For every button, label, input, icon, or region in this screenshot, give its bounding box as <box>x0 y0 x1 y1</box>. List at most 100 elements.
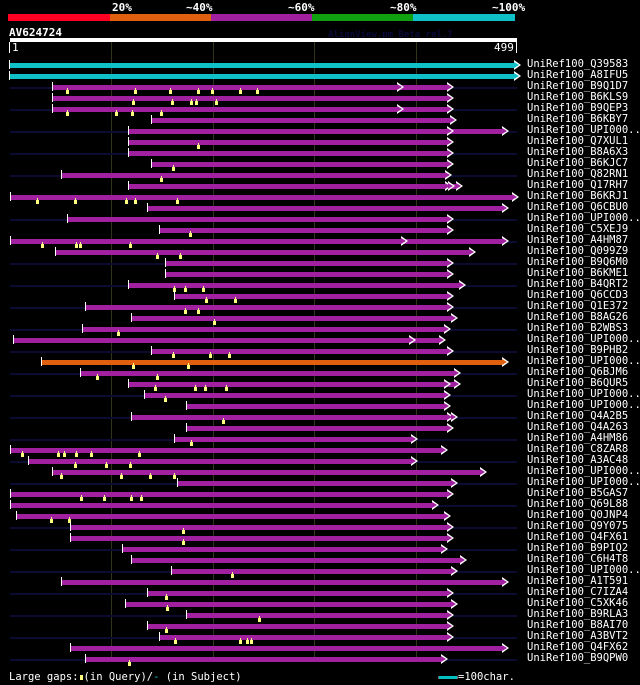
hit-label[interactable]: UniRef100_B2WBS3 <box>527 322 629 334</box>
hit-row[interactable]: UniRef100_UPI000.. <box>0 399 640 412</box>
hit-row[interactable]: UniRef100_B6KRJ1 <box>0 190 640 204</box>
hit-label[interactable]: UniRef100_A4HM87 <box>527 234 629 246</box>
hit-label[interactable]: UniRef100_Q6BJM6 <box>527 366 629 378</box>
hit-alignment-bar[interactable] <box>187 404 447 409</box>
hit-row[interactable]: UniRef100_Q4FX61 <box>0 531 640 545</box>
hit-alignment-bar[interactable] <box>126 602 454 607</box>
hit-label[interactable]: UniRef100_Q6CBU0 <box>527 201 629 213</box>
hit-row[interactable]: UniRef100_UPI000.. <box>0 355 640 369</box>
hit-row[interactable]: UniRef100_Q0JNP4 <box>0 509 640 523</box>
hit-label[interactable]: UniRef100_B6KRJ1 <box>527 190 629 202</box>
hit-row[interactable]: UniRef100_Q6BJM6 <box>0 366 640 380</box>
hit-alignment-bar[interactable] <box>132 316 454 321</box>
hit-row[interactable]: UniRef100_Q1E372 <box>0 300 640 314</box>
hit-label[interactable]: UniRef100_B9QEP3 <box>527 102 629 114</box>
hit-row[interactable]: UniRef100_B6KBY7 <box>0 113 640 126</box>
hit-row[interactable]: UniRef100_UPI000.. <box>0 333 640 346</box>
hit-alignment-bar[interactable] <box>129 283 463 288</box>
hit-row[interactable]: UniRef100_C6H4T8 <box>0 553 640 566</box>
hit-label[interactable]: UniRef100_B9QPW0 <box>527 652 629 664</box>
hit-alignment-bar[interactable] <box>159 635 450 640</box>
hit-alignment-bar[interactable] <box>61 580 505 585</box>
hit-row[interactable]: UniRef100_B9Q1D7 <box>0 80 640 94</box>
hit-alignment-bar[interactable] <box>129 184 459 189</box>
hit-row[interactable]: UniRef100_C5XEJ9 <box>0 223 640 237</box>
hit-label[interactable]: UniRef100_Q4A2B5 <box>527 410 629 422</box>
hit-row[interactable]: UniRef100_Q4FX62 <box>0 641 640 654</box>
hit-alignment-bar[interactable] <box>159 228 450 233</box>
hit-alignment-bar[interactable] <box>11 503 435 508</box>
hit-row[interactable]: UniRef100_Q9Y075 <box>0 520 640 534</box>
hit-alignment-bar[interactable] <box>10 74 517 79</box>
hit-row[interactable]: UniRef100_A3BVT2 <box>0 630 640 644</box>
hit-row[interactable]: UniRef100_UPI000.. <box>0 212 640 225</box>
hit-label[interactable]: UniRef100_Q4A263 <box>527 421 629 433</box>
hit-alignment-bar[interactable] <box>41 360 505 365</box>
hit-label[interactable]: UniRef100_A1T591 <box>527 575 629 587</box>
hit-alignment-bar[interactable] <box>187 426 450 431</box>
hit-row[interactable]: UniRef100_Q6CCD3 <box>0 289 640 303</box>
hit-label[interactable]: UniRef100_C5XK46 <box>527 597 629 609</box>
hit-label[interactable]: UniRef100_B8A6X3 <box>527 146 629 158</box>
hit-alignment-bar[interactable] <box>132 415 454 420</box>
hit-row[interactable]: UniRef100_Q69L88 <box>0 498 640 511</box>
hit-alignment-bar[interactable] <box>165 261 450 266</box>
hit-label[interactable]: UniRef100_Q39583 <box>527 58 629 70</box>
hit-label[interactable]: UniRef100_C6H4T8 <box>527 553 629 565</box>
hit-alignment-bar[interactable] <box>145 393 447 398</box>
hit-row[interactable]: UniRef100_Q6CBU0 <box>0 201 640 214</box>
hit-row[interactable]: UniRef100_UPI000.. <box>0 476 640 489</box>
hit-label[interactable]: UniRef100_B6KME1 <box>527 267 629 279</box>
hit-label[interactable]: UniRef100_Q69L88 <box>527 498 629 510</box>
hit-row[interactable]: UniRef100_UPI000.. <box>0 388 640 402</box>
hit-row[interactable]: UniRef100_UPI000.. <box>0 564 640 578</box>
hit-alignment-bar[interactable] <box>174 294 450 299</box>
hit-row[interactable]: UniRef100_C8ZAR8 <box>0 443 640 457</box>
hit-row[interactable]: UniRef100_Q39583 <box>0 58 640 71</box>
hit-alignment-bar[interactable] <box>187 613 450 618</box>
hit-label[interactable]: UniRef100_UPI000.. <box>527 476 640 488</box>
hit-row[interactable]: UniRef100_A3AC48 <box>0 454 640 468</box>
hit-label[interactable]: UniRef100_B5GAS7 <box>527 487 629 499</box>
hit-alignment-bar[interactable] <box>11 239 505 244</box>
hit-alignment-bar[interactable] <box>86 305 450 310</box>
hit-label[interactable]: UniRef100_C8ZAR8 <box>527 443 629 455</box>
hit-alignment-bar[interactable] <box>151 118 453 123</box>
hit-alignment-bar[interactable] <box>52 96 450 101</box>
hit-label[interactable]: UniRef100_B4QRT2 <box>527 278 629 290</box>
hit-row[interactable]: UniRef100_C7IZA4 <box>0 586 640 600</box>
hit-label[interactable]: UniRef100_Q0JNP4 <box>527 509 629 521</box>
hit-row[interactable]: UniRef100_B2WBS3 <box>0 322 640 336</box>
hit-label[interactable]: UniRef100_B6KJC7 <box>527 157 629 169</box>
hit-label[interactable]: UniRef100_UPI000.. <box>527 333 640 345</box>
hit-alignment-bar[interactable] <box>52 85 450 90</box>
hit-alignment-bar[interactable] <box>148 591 450 596</box>
hit-row[interactable]: UniRef100_A4HM86 <box>0 432 640 446</box>
hit-label[interactable]: UniRef100_UPI000.. <box>527 355 640 367</box>
hit-label[interactable]: UniRef100_UPI000.. <box>527 465 640 477</box>
hit-alignment-bar[interactable] <box>17 514 447 519</box>
hit-row[interactable]: UniRef100_B5GAS7 <box>0 487 640 501</box>
hit-alignment-bar[interactable] <box>71 525 450 530</box>
hit-alignment-bar[interactable] <box>81 371 457 376</box>
hit-alignment-bar[interactable] <box>174 437 415 442</box>
hit-label[interactable]: UniRef100_Q82RN1 <box>527 168 629 180</box>
hit-label[interactable]: UniRef100_UPI000.. <box>527 399 640 411</box>
hit-alignment-bar[interactable] <box>151 162 450 167</box>
hit-alignment-bar[interactable] <box>148 624 450 629</box>
hit-label[interactable]: UniRef100_B6QUR5 <box>527 377 629 389</box>
hit-alignment-bar[interactable] <box>129 140 450 145</box>
hit-label[interactable]: UniRef100_B9PIQ2 <box>527 542 629 554</box>
hit-row[interactable]: UniRef100_UPI000.. <box>0 124 640 137</box>
hit-row[interactable]: UniRef100_Q099Z9 <box>0 245 640 259</box>
hit-row[interactable]: UniRef100_UPI000.. <box>0 465 640 479</box>
hit-alignment-bar[interactable] <box>123 547 444 552</box>
hit-label[interactable]: UniRef100_Q7XUL1 <box>527 135 629 147</box>
hit-label[interactable]: UniRef100_B9Q6M0 <box>527 256 629 268</box>
hit-row[interactable]: UniRef100_B9QPW0 <box>0 652 640 666</box>
hit-row[interactable]: UniRef100_Q4A2B5 <box>0 410 640 424</box>
hit-row[interactable]: UniRef100_B9PHB2 <box>0 344 640 358</box>
hit-label[interactable]: UniRef100_A4HM86 <box>527 432 629 444</box>
hit-row[interactable]: UniRef100_B6KLS9 <box>0 91 640 105</box>
hit-row[interactable]: UniRef100_B9QEP3 <box>0 102 640 116</box>
